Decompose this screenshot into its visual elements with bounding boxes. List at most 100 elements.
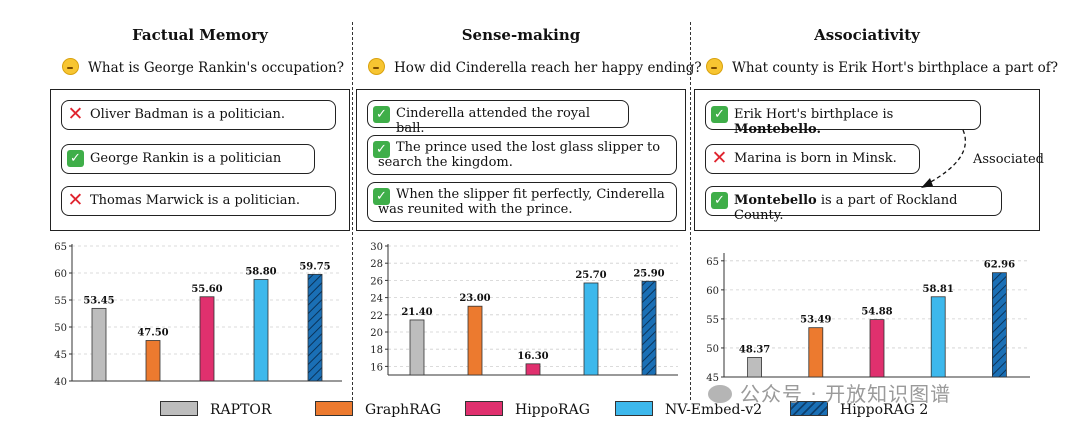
statement-text: Erik Hort's birthplace is [734, 107, 894, 122]
watermark-text: 公众号 · 开放知识图谱 [740, 382, 952, 406]
legend-item: NV-Embed-v2 [615, 401, 762, 418]
question-text: What county is Erik Hort's birthplace a … [732, 60, 1059, 76]
statement-text: When the slipper fit perfectly, Cinderel… [378, 187, 665, 217]
bar-raptor [91, 307, 107, 382]
bar-graphrag [145, 340, 161, 382]
data-label: 25.90 [633, 268, 664, 279]
dashed-divider [352, 22, 353, 400]
legend-label: NV-Embed-v2 [665, 402, 763, 418]
check-mark-icon: ✓ [373, 188, 390, 205]
associated-label: Associated [973, 152, 1044, 167]
y-tick-label: 18 [370, 345, 383, 356]
question: How did Cinderella reach her happy endin… [368, 58, 702, 76]
y-tick-label: 45 [54, 350, 67, 361]
y-tick-label: 26 [370, 276, 383, 287]
panel-title: Factual Memory [132, 26, 268, 44]
statement: ✓ George Rankin is a politician [61, 144, 315, 174]
y-tick-label: 65 [54, 242, 67, 253]
y-tick-label: 55 [54, 296, 67, 307]
statement: ✓ Montebello is a part of Rockland Count… [705, 186, 1002, 223]
bar-nv-embed-v2 [930, 296, 946, 378]
legend-swatch [160, 401, 198, 416]
legend-item: HippoRAG [465, 401, 590, 418]
check-mark-icon: ✓ [67, 150, 84, 167]
y-tick-label: 65 [706, 257, 719, 268]
question: What is George Rankin's occupation? [62, 58, 362, 76]
thinking-face-icon [368, 58, 385, 75]
y-tick-label: 24 [370, 294, 383, 305]
data-label: 23.00 [459, 293, 490, 304]
statement-bold-text: Montebello [734, 193, 817, 208]
statement-text: George Rankin is a politician [90, 151, 282, 166]
data-label: 55.60 [191, 284, 222, 295]
watermark: 公众号 · 开放知识图谱 [708, 378, 951, 407]
y-tick-label: 60 [54, 269, 67, 280]
bar-hipporag [525, 363, 541, 376]
question-text: How did Cinderella reach her happy endin… [394, 60, 702, 76]
legend-item: RAPTOR [160, 401, 271, 418]
thinking-face-icon [62, 58, 79, 75]
statement-text: is a part of Rockland County. [734, 193, 958, 223]
y-tick-label: 50 [706, 344, 719, 355]
bar-chart-factual-memory: 40 45 50 55 60 65 53.45 47.50 55.60 58.80 59.75 [54, 242, 342, 388]
data-label: 25.70 [575, 270, 606, 281]
y-tick-label: 30 [370, 242, 383, 253]
data-label: 53.49 [800, 315, 831, 326]
y-tick-label: 20 [370, 328, 383, 339]
bar-hipporag-2 [641, 280, 657, 376]
statement-box: ✕ Oliver Badman is a politician. ✓ Georg… [50, 89, 350, 231]
data-label: 62.96 [984, 260, 1015, 271]
cross-mark-icon: ✕ [711, 147, 728, 169]
y-tick-label: 60 [706, 286, 719, 297]
legend-label: GraphRAG [365, 402, 442, 418]
wechat-logo-icon [708, 385, 732, 403]
panel-sense-making: Sense-making How did Cinderella reach he… [356, 0, 702, 400]
data-label: 16.30 [517, 351, 548, 362]
statement-text: Marina is born in Minsk. [734, 151, 897, 166]
y-tick-label: 22 [370, 311, 383, 322]
bar-chart-associativity: 45 50 55 60 65 48.37 53.49 54.88 58.81 62.96 [706, 253, 1030, 384]
statement: ✓ The prince used the lost glass slipper… [367, 135, 677, 175]
y-tick-label: 45 [706, 373, 719, 384]
data-label: 54.88 [861, 307, 892, 318]
legend-swatch [615, 401, 653, 416]
bar-hipporag [869, 319, 885, 378]
statement-box: ✓ Erik Hort's birthplace is Montebello. … [694, 89, 1044, 231]
bar-graphrag [467, 305, 483, 376]
check-mark-icon: ✓ [373, 106, 390, 123]
bar-hipporag-2 [991, 272, 1007, 378]
bar-chart-sense-making: 16 18 20 22 24 26 28 30 21.40 23.00 16.30 25.70 25.9… [370, 242, 678, 376]
check-mark-icon: ✓ [373, 141, 390, 158]
legend-swatch [315, 401, 353, 416]
statement-text: The prince used the lost glass slipper t… [378, 140, 661, 170]
statement: ✓ Erik Hort's birthplace is Montebello. [705, 100, 981, 137]
statement: ✓ When the slipper fit perfectly, Cinder… [367, 182, 677, 222]
panel-title: Associativity [814, 26, 920, 44]
legend-swatch [790, 401, 828, 416]
data-label: 59.75 [299, 261, 330, 272]
statement: ✕ Marina is born in Minsk. [705, 144, 920, 174]
legend-item: HippoRAG 2 [790, 401, 928, 418]
data-label: 47.50 [137, 328, 168, 339]
statement-bold-text: Montebello. [734, 122, 821, 137]
data-label: 53.45 [83, 295, 114, 306]
y-tick-label: 50 [54, 323, 67, 334]
legend-label: HippoRAG 2 [840, 402, 929, 418]
bar-nv-embed-v2 [253, 279, 269, 382]
statement: ✕ Thomas Marwick is a politician. [61, 186, 336, 216]
legend-label: RAPTOR [210, 402, 272, 418]
data-label: 21.40 [401, 307, 432, 318]
statement-box: ✓ Cinderella attended the royal ball. ✓ … [356, 89, 686, 231]
y-tick-label: 16 [370, 362, 383, 373]
cross-mark-icon: ✕ [67, 103, 84, 125]
panel-title: Sense-making [461, 26, 581, 44]
panel-associativity: Associativity What county is Erik Hort's… [694, 0, 1058, 400]
bar-raptor [747, 357, 762, 378]
check-mark-icon: ✓ [711, 192, 728, 209]
data-label: 58.80 [245, 266, 276, 277]
data-label: 48.37 [739, 344, 770, 355]
legend-item: GraphRAG [315, 401, 441, 418]
statement-text: Thomas Marwick is a politician. [90, 193, 300, 208]
bar-graphrag [808, 327, 824, 378]
bar-hipporag [199, 296, 215, 382]
